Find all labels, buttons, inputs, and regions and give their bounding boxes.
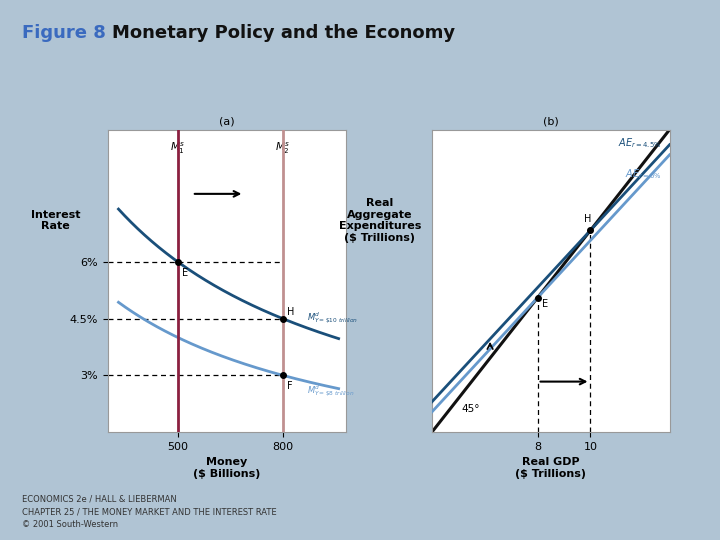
X-axis label: Real GDP
($ Trillions): Real GDP ($ Trillions) xyxy=(516,457,586,479)
Text: $M^d_{Y=\$10\ trillion}$: $M^d_{Y=\$10\ trillion}$ xyxy=(307,310,359,326)
Text: Real
Aggregate
Expenditures
($ Trillions): Real Aggregate Expenditures ($ Trillions… xyxy=(338,198,421,242)
Text: $M_2^s$: $M_2^s$ xyxy=(275,140,290,156)
X-axis label: Money
($ Billions): Money ($ Billions) xyxy=(193,457,261,479)
Title: (b): (b) xyxy=(543,116,559,126)
Text: 45°: 45° xyxy=(461,403,480,414)
Text: CHAPTER 25 / THE MONEY MARKET AND THE INTEREST RATE: CHAPTER 25 / THE MONEY MARKET AND THE IN… xyxy=(22,508,276,517)
Text: © 2001 South-Western: © 2001 South-Western xyxy=(22,520,118,529)
Title: (a): (a) xyxy=(219,116,235,126)
Text: E: E xyxy=(542,299,549,309)
Text: $M_1^s$: $M_1^s$ xyxy=(170,140,186,156)
Text: H: H xyxy=(584,214,591,224)
Text: Monetary Policy and the Economy: Monetary Policy and the Economy xyxy=(112,24,455,42)
Text: E: E xyxy=(182,268,188,278)
Text: H: H xyxy=(287,307,294,316)
Text: $M^d_{Y=\$8\ trillion}$: $M^d_{Y=\$8\ trillion}$ xyxy=(307,383,355,399)
Text: Interest
Rate: Interest Rate xyxy=(31,210,81,231)
Text: Figure 8: Figure 8 xyxy=(22,24,105,42)
Text: $AE_{r=4.5\%}$: $AE_{r=4.5\%}$ xyxy=(618,136,662,150)
Text: $AE_{r=6\%}$: $AE_{r=6\%}$ xyxy=(625,167,662,180)
Text: F: F xyxy=(287,381,292,391)
Text: ECONOMICS 2e / HALL & LIEBERMAN: ECONOMICS 2e / HALL & LIEBERMAN xyxy=(22,494,176,503)
